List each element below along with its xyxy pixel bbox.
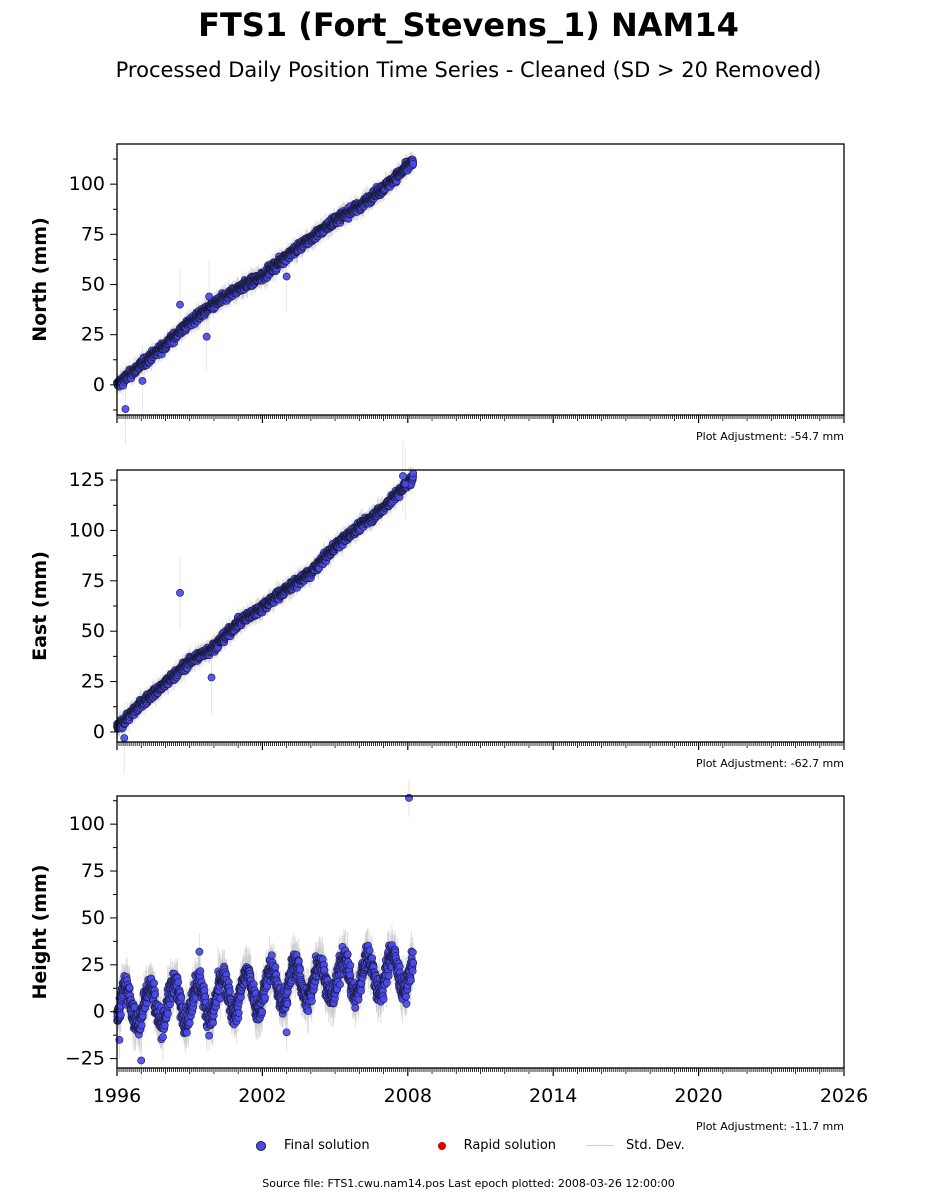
panel-north: 0 25 50 75 100 North (mm) Plot Adjustment: -54… — [29, 143, 845, 446]
chart-title: FTS1 (Fort_Stevens_1) NAM14 — [198, 6, 739, 44]
data-point — [205, 292, 213, 301]
y-tick-label: 25 — [81, 324, 105, 346]
plot-adjustment-label: Plot Adjustment: -54.7 mm — [696, 430, 844, 443]
y-axis-label: North (mm) — [29, 217, 51, 342]
data-point — [138, 376, 147, 385]
y-tick-label: 100 — [69, 173, 105, 195]
data-point — [409, 159, 418, 168]
data-point — [202, 332, 211, 341]
chart-subtitle: Processed Daily Position Time Series - C… — [115, 58, 822, 82]
data-point — [121, 405, 130, 413]
y-tick-label: 75 — [81, 223, 105, 245]
data-points — [113, 155, 418, 413]
y-tick-label: 0 — [93, 374, 105, 396]
data-point — [176, 300, 184, 309]
data-point — [282, 272, 291, 281]
y-tick-label: 50 — [81, 274, 105, 296]
plot-frame — [116, 143, 845, 416]
